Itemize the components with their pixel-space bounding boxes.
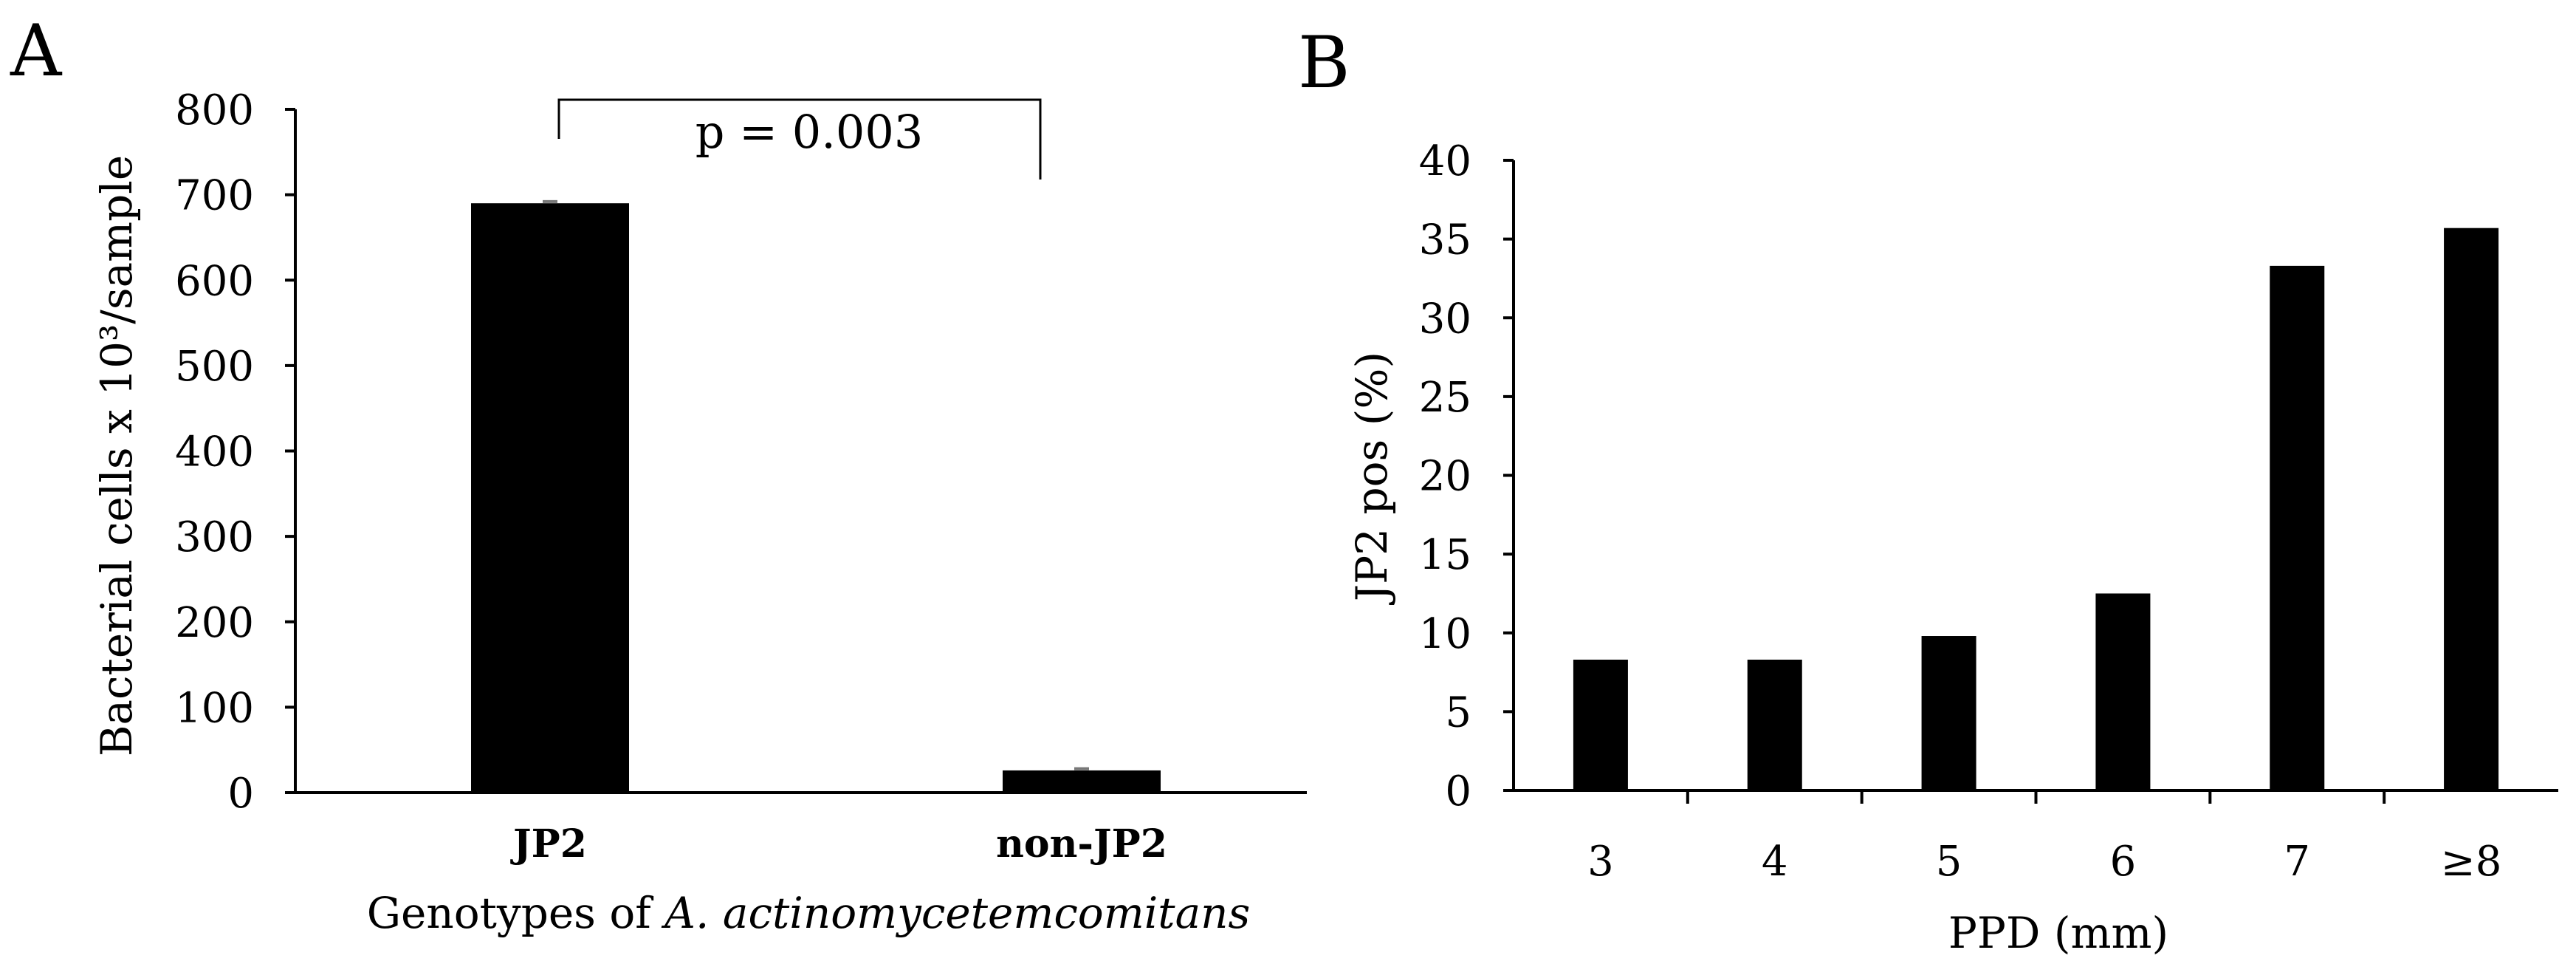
y-tick-label: 300 (175, 513, 254, 561)
y-tick-label: 100 (175, 684, 254, 732)
y-tick-label: 800 (175, 86, 254, 134)
x-tick-label: 4 (1762, 838, 1788, 886)
panel-b-axes (1512, 160, 2558, 792)
y-tick-label: 35 (1419, 216, 1471, 264)
y-tick-label: 500 (175, 343, 254, 391)
p-value-annotation: p = 0.003 (695, 105, 924, 159)
bar (471, 203, 629, 793)
x-tick-label: 3 (1587, 838, 1614, 886)
panel-a-axes (294, 109, 1307, 794)
bar (2270, 265, 2325, 790)
panel-a-x-tick-labels: JP2 non-JP2 (510, 821, 1167, 866)
y-tick-label: 0 (227, 770, 254, 818)
panel-b-x-axis-title: PPD (mm) (1948, 908, 2168, 958)
bar (1003, 770, 1161, 793)
x-tick-label: 6 (2110, 838, 2137, 886)
y-tick-label: 400 (175, 428, 254, 476)
panel-b: B 0 5 10 15 20 25 30 35 40 3 4 5 6 7 ≥8 JP2 pos (%) P… (1298, 21, 2558, 958)
x-tick-label: non-JP2 (996, 821, 1167, 866)
panel-b-y-ticks: 0 5 10 15 20 25 30 35 40 (1419, 137, 1514, 816)
significance-bracket (557, 98, 1042, 180)
y-tick-label: 200 (175, 599, 254, 647)
y-tick-label: 700 (175, 172, 254, 220)
panel-a-y-axis-title: Bacterial cells x 10³/sample (92, 155, 142, 756)
bar (1573, 660, 1628, 790)
panel-b-label: B (1298, 21, 1350, 104)
y-tick-label: 15 (1419, 531, 1471, 579)
y-tick-label: 600 (175, 257, 254, 305)
x-tick-label: JP2 (510, 821, 587, 866)
panel-b-bars (1573, 228, 2499, 804)
x-tick-label: 5 (1936, 838, 1962, 886)
bracket-line (557, 98, 1042, 180)
bar (1747, 660, 1802, 790)
y-tick-label: 30 (1419, 295, 1471, 343)
y-tick-label: 5 (1445, 688, 1471, 736)
bar (2444, 228, 2499, 790)
bar (2095, 593, 2151, 790)
x-tick-label: 7 (2284, 838, 2310, 886)
panel-a-y-ticks: 0 100 200 300 400 500 600 700 800 (175, 86, 295, 818)
y-tick-label: 25 (1419, 374, 1471, 422)
panel-a-bars (471, 199, 1161, 793)
y-tick-label: 40 (1419, 137, 1471, 185)
x-tick-label: ≥8 (2441, 838, 2502, 886)
y-tick-label: 0 (1445, 768, 1471, 816)
panel-a-label: A (10, 10, 63, 92)
panel-b-x-tick-labels: 3 4 5 6 7 ≥8 (1587, 838, 2501, 886)
y-tick-label: 20 (1419, 453, 1471, 501)
bar (1921, 636, 1976, 790)
panel-a-x-axis-title: Genotypes of A. actinomycetemcomitans (367, 888, 1251, 938)
panel-b-y-axis-title: JP2 pos (%) (1347, 352, 1397, 605)
y-tick-label: 10 (1419, 610, 1471, 658)
panel-a: A 0 100 200 300 400 500 600 700 800 JP2 non-JP2 B… (10, 10, 1307, 938)
